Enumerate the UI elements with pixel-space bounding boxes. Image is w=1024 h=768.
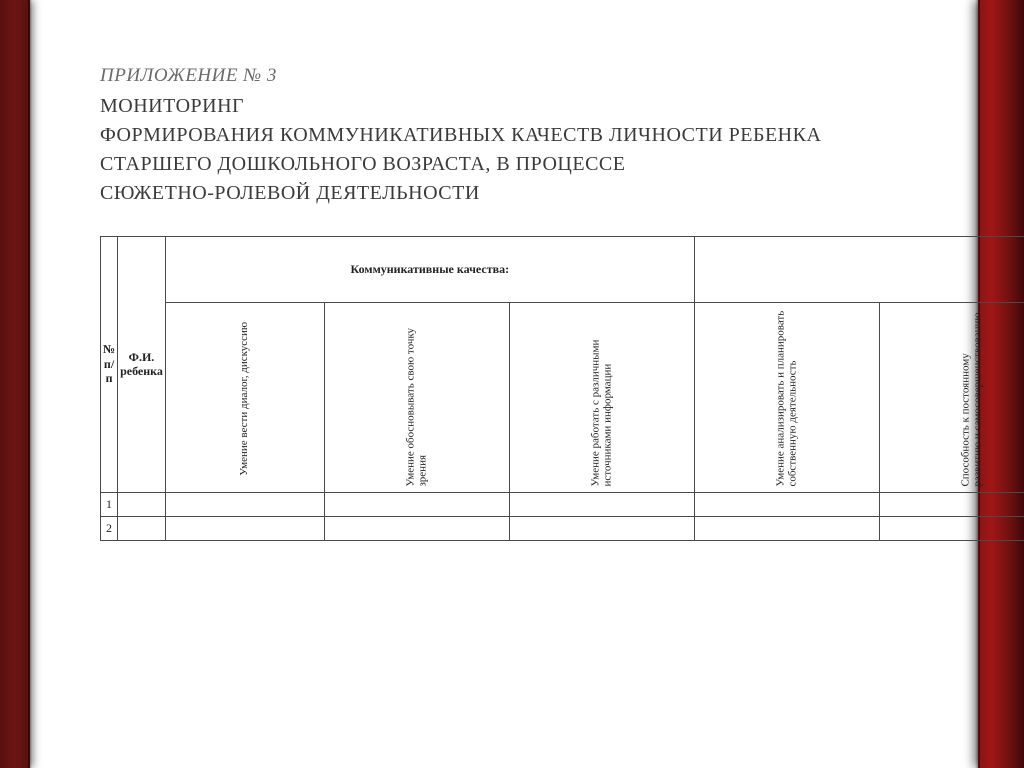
sub-g1-1: Умение обосновывать свою точку зрения bbox=[324, 302, 509, 492]
group2-header: Деятельностные качества bbox=[694, 236, 1024, 302]
left-accent-band bbox=[0, 0, 30, 768]
title-line-2: Мониторинг bbox=[100, 92, 918, 121]
cell bbox=[165, 492, 324, 516]
title-line-3: формирования коммуникативных качеств лич… bbox=[100, 121, 918, 179]
sub-g2-0: Умение анализировать и планировать собст… bbox=[694, 302, 879, 492]
cell bbox=[509, 516, 694, 540]
header-row-2: Умение вести диалог, дискуссию Умение об… bbox=[101, 302, 1024, 492]
cell bbox=[509, 492, 694, 516]
header-row-1: № п/п Ф.И. ребенка Коммуникативные качес… bbox=[101, 236, 1024, 302]
monitoring-table: № п/п Ф.И. ребенка Коммуникативные качес… bbox=[100, 236, 1024, 541]
title-line-4: сюжетно-ролевой деятельности bbox=[100, 179, 918, 208]
group1-header: Коммуникативные качества: bbox=[165, 236, 694, 302]
cell bbox=[879, 516, 1024, 540]
name-cell bbox=[118, 492, 166, 516]
row-num-cell: 2 bbox=[101, 516, 118, 540]
table-body: 1 2 bbox=[101, 492, 1024, 540]
cell bbox=[694, 492, 879, 516]
slide-content: Приложение № 3 Мониторинг формирования к… bbox=[30, 0, 978, 768]
cell bbox=[694, 516, 879, 540]
row-num-cell: 1 bbox=[101, 492, 118, 516]
name-cell bbox=[118, 516, 166, 540]
table-row: 1 bbox=[101, 492, 1024, 516]
cell bbox=[165, 516, 324, 540]
cell bbox=[879, 492, 1024, 516]
title-block: Приложение № 3 Мониторинг формирования к… bbox=[100, 62, 918, 208]
table-row: 2 bbox=[101, 516, 1024, 540]
sub-g2-1: Способность к постоянному развитию и сам… bbox=[879, 302, 1024, 492]
sub-g1-0: Умение вести диалог, дискуссию bbox=[165, 302, 324, 492]
cell bbox=[324, 516, 509, 540]
title-line-appendix: Приложение № 3 bbox=[100, 62, 918, 90]
col-name-header: Ф.И. ребенка bbox=[118, 236, 166, 492]
cell bbox=[324, 492, 509, 516]
col-num-header: № п/п bbox=[101, 236, 118, 492]
sub-g1-2: Умение работать с различными источниками… bbox=[509, 302, 694, 492]
